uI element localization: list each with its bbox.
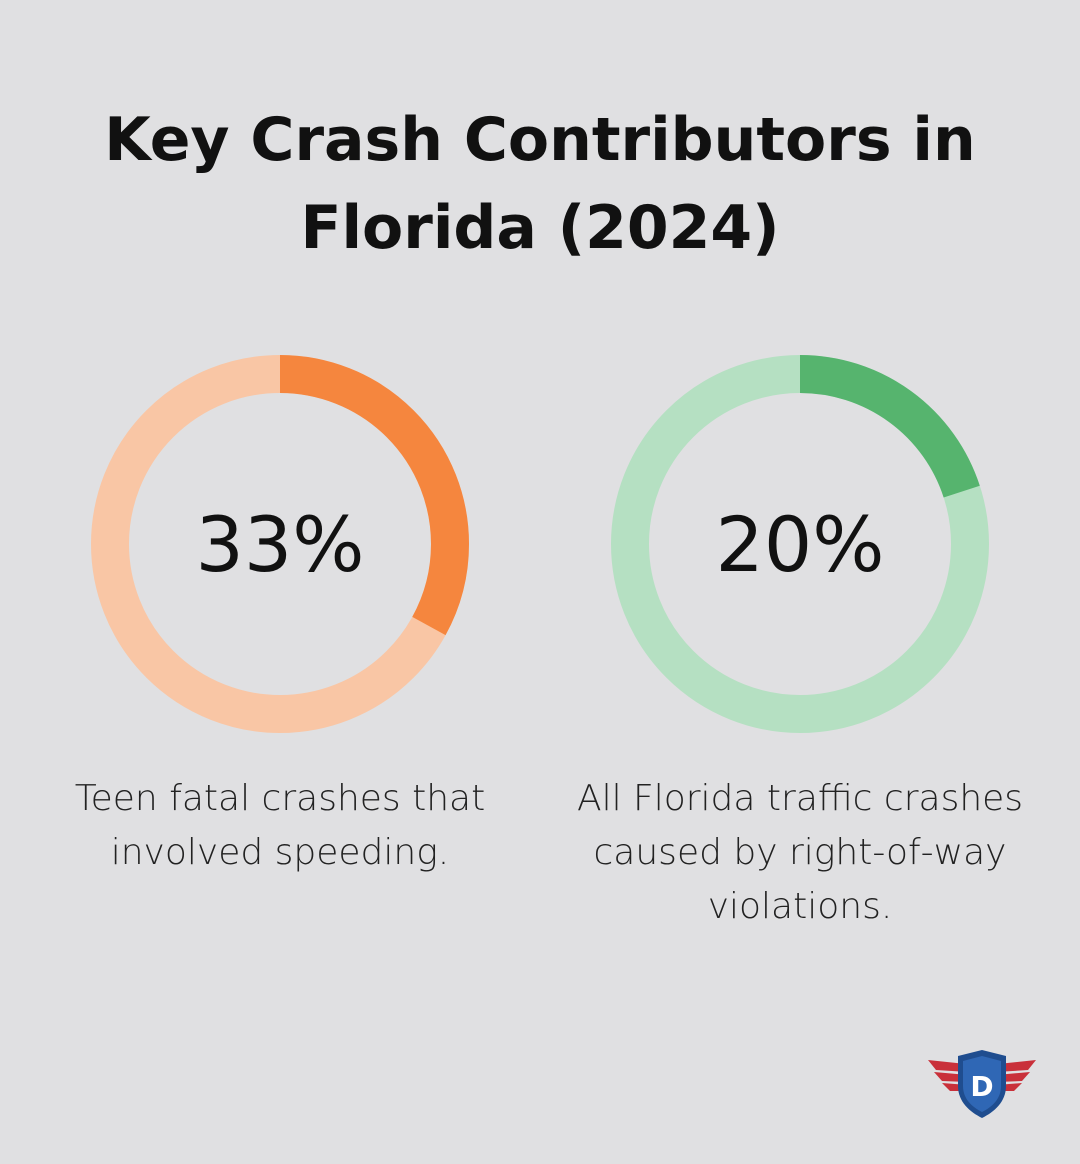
svg-text:D: D	[970, 1070, 993, 1103]
chart-title-line-2: Florida (2024)	[300, 193, 780, 263]
chart-title: Key Crash Contributors in Florida (2024)	[40, 96, 1040, 272]
shield-wings-logo-icon: D	[926, 1048, 1038, 1120]
chart-title-line-1: Key Crash Contributors in	[104, 105, 976, 175]
donut-1-value-label: 33%	[195, 499, 365, 589]
donut-1-svg	[91, 355, 469, 733]
donut-1-caption: Teen fatal crashes that involved speedin…	[74, 778, 486, 873]
donut-2-value-label: 20%	[715, 499, 885, 589]
donut-chart-right-of-way: 20%	[611, 355, 989, 733]
donut-2-svg	[611, 355, 989, 733]
donut-2-value-arc	[611, 355, 989, 733]
donut-1-value-arc	[91, 355, 469, 733]
donut-2-caption: All Florida traffic crashes caused by ri…	[576, 778, 1024, 927]
donut-chart-teen-speeding: 33%	[91, 355, 469, 733]
